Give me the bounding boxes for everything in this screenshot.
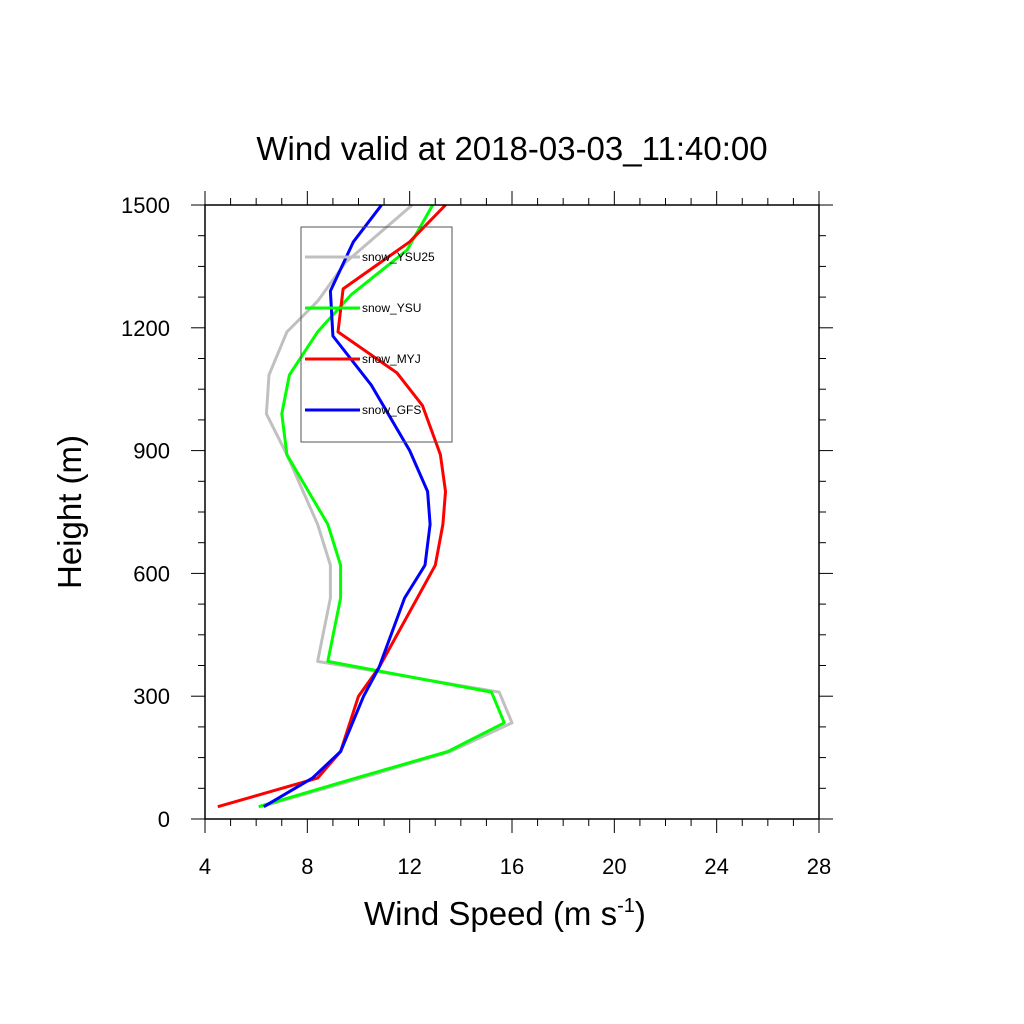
x-axis-label-close: ) bbox=[635, 895, 646, 932]
x-tick-labels: 4 8 12 16 20 24 28 bbox=[199, 854, 831, 879]
y-tick-labels: 0 300 600 900 1200 1500 bbox=[121, 193, 170, 832]
x-tick-label: 8 bbox=[301, 854, 313, 879]
series-line-snow_YSU25 bbox=[260, 203, 514, 809]
legend-label-snow_YSU25: snow_YSU25 bbox=[362, 250, 435, 264]
chart-title: Wind valid at 2018-03-03_11:40:00 bbox=[256, 130, 767, 167]
series-line-snow_YSU bbox=[258, 204, 506, 809]
y-tick-label: 600 bbox=[133, 561, 170, 586]
x-tick-label: 24 bbox=[704, 854, 728, 879]
y-tick-label: 300 bbox=[133, 684, 170, 709]
series-line-snow_MYJ bbox=[217, 203, 447, 809]
y-tick-label: 1200 bbox=[121, 316, 170, 341]
x-axis-label-sup: -1 bbox=[617, 895, 635, 917]
y-tick-label: 0 bbox=[158, 807, 170, 832]
x-axis-label: Wind Speed (m s-1) bbox=[364, 895, 646, 932]
series-line-snow_GFS bbox=[263, 204, 432, 808]
x-tick-label: 4 bbox=[199, 854, 211, 879]
legend-label-snow_GFS: snow_GFS bbox=[362, 403, 421, 417]
legend: snow_YSU25 snow_YSU snow_MYJ snow_GFS bbox=[300, 226, 453, 443]
y-tick-label: 900 bbox=[133, 439, 170, 464]
legend-label-snow_YSU: snow_YSU bbox=[362, 301, 421, 315]
series-lines bbox=[217, 203, 514, 809]
x-tick-label: 20 bbox=[602, 854, 626, 879]
x-axis-label-main: Wind Speed (m s bbox=[364, 895, 617, 932]
legend-box bbox=[300, 226, 453, 443]
y-tick-label: 1500 bbox=[121, 193, 170, 218]
plot-frame bbox=[204, 204, 820, 820]
x-tick-label: 28 bbox=[807, 854, 831, 879]
legend-label-snow_MYJ: snow_MYJ bbox=[362, 352, 421, 366]
x-tick-label: 16 bbox=[500, 854, 524, 879]
axis-ticks bbox=[191, 191, 833, 833]
x-tick-label: 12 bbox=[397, 854, 421, 879]
y-axis-label: Height (m) bbox=[51, 435, 88, 589]
